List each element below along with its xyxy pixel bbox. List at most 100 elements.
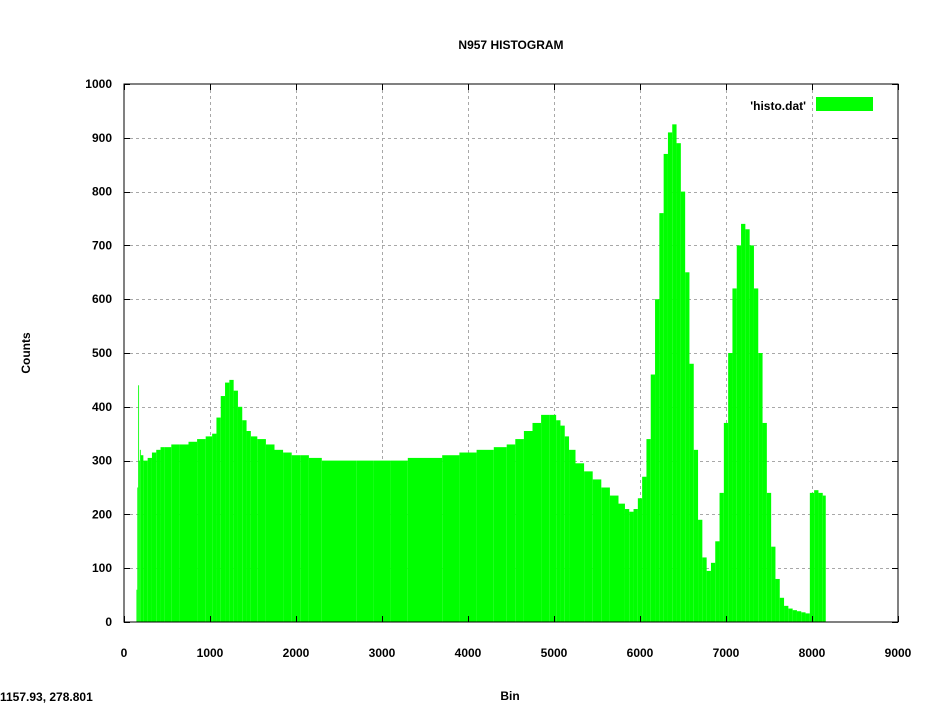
histogram-bar <box>667 132 673 623</box>
histogram-bar <box>601 487 610 622</box>
histogram-bar <box>584 471 593 622</box>
histogram-bar <box>283 452 292 622</box>
histogram-bar <box>753 288 759 622</box>
y-tick-label: 400 <box>92 400 112 414</box>
legend-label: 'histo.dat' <box>750 99 806 113</box>
histogram-bar <box>564 436 570 622</box>
histogram-bar <box>156 449 161 622</box>
histogram-bar <box>532 422 542 622</box>
histogram-bar <box>179 444 189 622</box>
histogram-bar <box>689 363 694 622</box>
x-tick-label: 9000 <box>885 646 912 660</box>
histogram-bar <box>805 613 810 622</box>
histogram-bar <box>139 449 141 622</box>
histogram-bar <box>291 455 301 622</box>
mouse-coordinate-readout: 1157.93, 278.801 <box>0 690 93 704</box>
histogram-bar <box>164 447 172 622</box>
histogram-bar <box>476 449 494 622</box>
histogram-bar <box>672 124 677 622</box>
x-tick-label: 3000 <box>369 646 396 660</box>
y-tick-label: 600 <box>92 292 112 306</box>
histogram-bar <box>788 608 793 622</box>
histogram-bar <box>719 492 724 622</box>
histogram-bar <box>407 457 425 622</box>
y-tick-labels: 0 100 200 300 400 500 600 700 800 900 1000 <box>85 77 112 629</box>
histogram-bar <box>728 353 733 622</box>
histogram-bar <box>143 460 148 622</box>
histogram-bar <box>702 557 707 622</box>
histogram-bar <box>233 390 238 622</box>
histogram-bar <box>766 492 772 622</box>
y-tick-label: 900 <box>92 131 112 145</box>
histogram-bar <box>633 509 638 622</box>
histogram-series <box>136 124 826 623</box>
y-tick-label: 300 <box>92 454 112 468</box>
histogram-bar <box>650 374 656 622</box>
histogram-bar <box>339 460 357 622</box>
histogram-bar <box>321 460 339 622</box>
histogram-bar <box>274 449 284 622</box>
x-tick-label: 1000 <box>197 646 224 660</box>
histogram-bar <box>749 245 754 622</box>
histogram-bar <box>265 444 275 622</box>
y-axis-label: Counts <box>19 332 33 374</box>
x-tick-labels: 0 1000 2000 3000 4000 5000 6000 7000 8000 9000 <box>121 646 912 660</box>
histogram-bar <box>629 511 634 622</box>
x-axis-label: Bin <box>500 689 519 703</box>
histogram-bar <box>356 460 374 622</box>
histogram-bar <box>242 420 247 622</box>
histogram-bar <box>732 288 737 622</box>
histogram-bar <box>160 447 165 622</box>
histogram-bar <box>523 431 533 622</box>
histogram-bar <box>818 492 823 622</box>
histogram-bar <box>609 495 619 622</box>
y-tick-label: 1000 <box>85 77 112 91</box>
y-tick-label: 100 <box>92 561 112 575</box>
histogram-bar <box>257 439 266 622</box>
histogram-bar <box>762 422 767 622</box>
x-tick-label: 0 <box>121 646 128 660</box>
histogram-bar <box>300 455 309 622</box>
histogram-bar <box>685 272 690 622</box>
histogram-bar <box>814 490 819 622</box>
histogram-bar <box>801 612 806 622</box>
x-tick-label: 8000 <box>799 646 826 660</box>
histogram-bar <box>822 495 826 622</box>
x-tick-label: 4000 <box>455 646 482 660</box>
histogram-bar <box>575 463 585 622</box>
histogram-bar <box>698 519 703 622</box>
x-tick-label: 2000 <box>283 646 310 660</box>
histogram-bar <box>493 447 507 622</box>
histogram-bar <box>556 420 561 622</box>
histogram-bar <box>237 406 243 622</box>
histogram-bar <box>425 457 443 622</box>
histogram-bar <box>137 487 139 622</box>
histogram-bar <box>676 143 681 622</box>
histogram-bar <box>796 611 802 622</box>
histogram-bar <box>459 452 477 622</box>
x-tick-label: 6000 <box>627 646 654 660</box>
histogram-bar <box>140 455 144 622</box>
x-tick-label: 7000 <box>713 646 740 660</box>
histogram-bar <box>138 385 140 622</box>
histogram-bar <box>246 431 251 622</box>
histogram-bar <box>390 460 408 622</box>
histogram-bar <box>745 229 750 622</box>
histogram-bar <box>618 503 625 622</box>
histogram-bar <box>680 191 686 622</box>
histogram-bar <box>197 439 206 622</box>
histogram-bar <box>659 213 664 622</box>
histogram-bar <box>560 425 565 622</box>
histogram-bar <box>250 436 258 622</box>
histogram-bar <box>188 441 198 622</box>
histogram-bar <box>624 509 630 622</box>
histogram-bar <box>506 444 516 622</box>
histogram-bar <box>373 460 391 622</box>
histogram-bar <box>569 449 576 622</box>
histogram-bar <box>220 396 226 622</box>
histogram-bar <box>637 498 643 622</box>
histogram-bar <box>205 436 213 622</box>
histogram-bar <box>706 570 711 622</box>
